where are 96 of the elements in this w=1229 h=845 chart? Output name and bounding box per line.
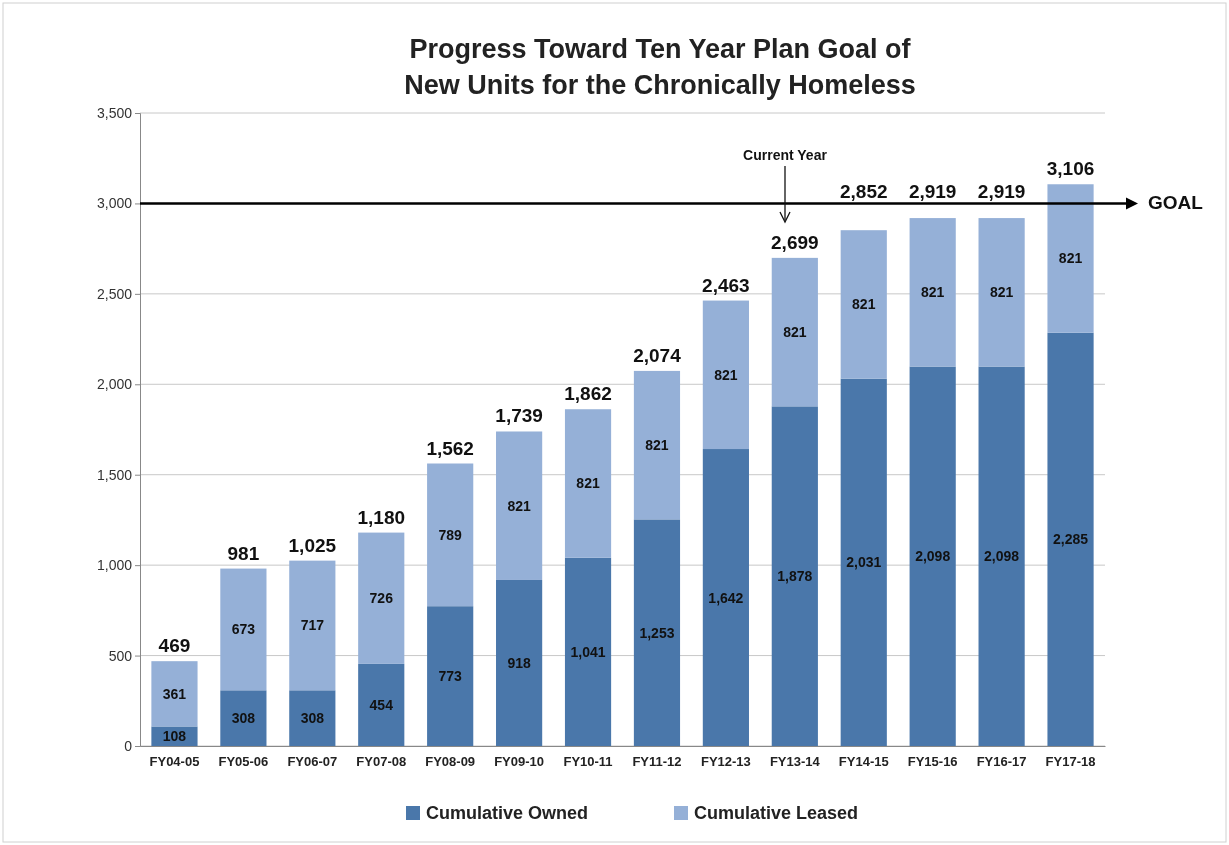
bar bbox=[151, 661, 198, 727]
data-label: 726 bbox=[369, 590, 394, 607]
data-label: 821 bbox=[507, 497, 531, 514]
x-tick-label: FY11-12 bbox=[632, 753, 682, 769]
y-tick-label: 3,500 bbox=[96, 104, 133, 121]
total-label: 469 bbox=[158, 635, 191, 657]
bar bbox=[702, 449, 749, 746]
x-tick-label: FY06-07 bbox=[287, 753, 338, 769]
data-label: 2,098 bbox=[984, 548, 1020, 565]
bar bbox=[289, 560, 336, 691]
bar bbox=[909, 366, 956, 746]
bar bbox=[633, 519, 681, 746]
data-label: 821 bbox=[645, 437, 669, 454]
total-label: 1,180 bbox=[357, 506, 406, 528]
bar bbox=[289, 690, 336, 746]
x-tick-label: FY14-15 bbox=[838, 753, 889, 769]
data-label: 821 bbox=[783, 324, 807, 341]
bar bbox=[358, 532, 405, 664]
data-label: 821 bbox=[852, 296, 876, 313]
data-label: 821 bbox=[714, 366, 738, 383]
bar bbox=[978, 218, 1025, 367]
bar bbox=[427, 463, 474, 607]
bar bbox=[1047, 332, 1094, 746]
data-label: 308 bbox=[300, 710, 325, 727]
bar bbox=[840, 230, 887, 379]
x-tick-label: FY04-05 bbox=[149, 753, 200, 769]
data-label: 1,642 bbox=[708, 589, 744, 606]
data-label: 673 bbox=[231, 621, 256, 638]
data-label: 1,253 bbox=[639, 624, 675, 641]
x-tick-label: FY09-10 bbox=[494, 753, 545, 769]
bar bbox=[358, 663, 405, 746]
data-label: 821 bbox=[1058, 250, 1083, 267]
bar bbox=[220, 568, 267, 691]
y-tick-label: 0 bbox=[124, 737, 133, 754]
data-label: 918 bbox=[507, 654, 531, 671]
bar bbox=[496, 579, 543, 746]
total-label: 1,562 bbox=[426, 437, 474, 459]
total-label: 2,919 bbox=[977, 181, 1026, 203]
y-tick-label: 1,000 bbox=[96, 557, 133, 574]
x-tick-label: FY05-06 bbox=[218, 753, 269, 769]
total-label: 1,862 bbox=[564, 383, 612, 405]
bar bbox=[1047, 184, 1094, 333]
data-label: 1,041 bbox=[570, 643, 606, 660]
x-tick-label: FY07-08 bbox=[356, 753, 407, 769]
x-tick-label: FY08-09 bbox=[425, 753, 476, 769]
data-label: 361 bbox=[162, 685, 187, 702]
total-label: 2,852 bbox=[839, 181, 888, 203]
data-label: 717 bbox=[300, 617, 325, 634]
total-label: 2,074 bbox=[633, 344, 682, 366]
bar bbox=[633, 370, 681, 520]
x-tick-label: FY13-14 bbox=[769, 753, 821, 769]
data-label: 2,031 bbox=[846, 554, 882, 571]
legend-label: Cumulative Leased bbox=[694, 803, 859, 823]
bar bbox=[909, 218, 956, 367]
bar bbox=[496, 431, 543, 580]
ref-line-label: GOAL bbox=[1148, 192, 1204, 214]
data-label: 789 bbox=[438, 526, 463, 543]
bar bbox=[564, 409, 612, 558]
bar bbox=[840, 378, 887, 746]
data-label: 2,098 bbox=[915, 548, 951, 565]
bar bbox=[702, 300, 749, 450]
data-label: 773 bbox=[438, 668, 463, 685]
y-tick-label: 500 bbox=[108, 647, 133, 664]
y-tick-label: 2,500 bbox=[96, 285, 133, 302]
x-tick-label: FY12-13 bbox=[700, 753, 751, 769]
data-label: 454 bbox=[369, 696, 394, 713]
data-label: 1,878 bbox=[777, 568, 813, 585]
bar bbox=[771, 406, 818, 746]
total-label: 1,739 bbox=[495, 405, 543, 427]
x-tick-label: FY16-17 bbox=[976, 753, 1027, 769]
annotation: Current Year bbox=[743, 147, 828, 163]
data-label: 821 bbox=[576, 475, 600, 492]
bar bbox=[978, 366, 1025, 746]
x-tick-label: FY15-16 bbox=[907, 753, 958, 769]
total-label: 981 bbox=[227, 542, 260, 564]
total-label: 3,106 bbox=[1046, 158, 1095, 180]
total-label: 2,699 bbox=[771, 231, 819, 253]
y-tick-label: 3,000 bbox=[96, 195, 133, 212]
data-label: 108 bbox=[162, 728, 187, 745]
data-label: 821 bbox=[989, 284, 1014, 301]
bar bbox=[220, 690, 267, 746]
data-label: 308 bbox=[231, 710, 256, 727]
total-label: 2,463 bbox=[702, 274, 750, 296]
bar bbox=[771, 257, 818, 407]
y-tick-label: 1,500 bbox=[96, 466, 133, 483]
y-tick-label: 2,000 bbox=[96, 376, 133, 393]
x-tick-label: FY10-11 bbox=[563, 753, 613, 769]
bar bbox=[427, 606, 474, 746]
bar bbox=[564, 557, 612, 746]
data-label: 821 bbox=[921, 284, 945, 301]
total-label: 2,919 bbox=[908, 181, 957, 203]
data-label: 2,285 bbox=[1053, 531, 1089, 548]
x-tick-label: FY17-18 bbox=[1045, 753, 1096, 769]
total-label: 1,025 bbox=[288, 534, 337, 556]
legend-label: Cumulative Owned bbox=[426, 803, 589, 823]
chart-title: Progress Toward Ten Year Plan Goal of New Units for the Chronically Homeless bbox=[404, 34, 916, 100]
